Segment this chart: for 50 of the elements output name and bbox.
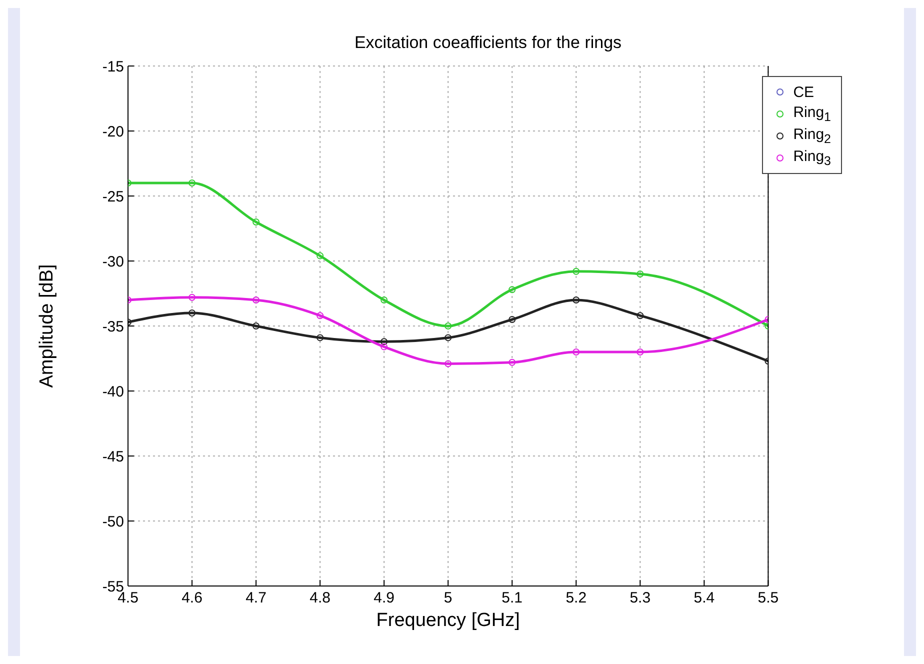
point [316, 252, 324, 260]
x-axis-title: Frequency [GHz] [376, 610, 520, 631]
point [572, 268, 580, 275]
x-tick-label: 5.4 [694, 590, 715, 607]
point [572, 296, 580, 304]
legend-label: CE [793, 84, 814, 100]
y-tick-label: -40 [102, 383, 124, 400]
point [380, 296, 388, 304]
x-tick-label: 5.1 [502, 590, 523, 607]
legend-label: Ring$_{2}$ [793, 126, 831, 146]
point [636, 348, 644, 356]
point [188, 310, 196, 316]
point [316, 334, 324, 342]
y-tick-label: -45 [102, 448, 124, 466]
x-tick-label: 5.2 [566, 590, 587, 607]
point [636, 312, 644, 320]
point [508, 286, 516, 294]
y-tick-label: -35 [102, 318, 124, 336]
point [636, 270, 644, 278]
point [252, 296, 260, 304]
point [188, 180, 196, 186]
point [444, 360, 452, 368]
x-tick-label: 4.7 [246, 590, 266, 607]
point [444, 334, 452, 342]
point [508, 316, 516, 323]
y-tick-label: -30 [102, 253, 124, 270]
x-tick-label: 4.6 [182, 590, 202, 607]
x-tick-label: 4.8 [310, 590, 330, 607]
x-tick-label: 5.3 [630, 590, 651, 607]
y-tick-label: -20 [102, 123, 124, 140]
point [316, 312, 324, 320]
x-tick-label: 5.5 [758, 590, 779, 607]
point [444, 322, 452, 330]
chart-title: Excitation coeafficients for the rings [354, 33, 622, 52]
legend-label: Ring$_{1}$ [793, 104, 831, 124]
y-tick-label: -15 [102, 58, 124, 76]
point [188, 294, 196, 301]
point [252, 218, 260, 226]
y-tick-label: -50 [102, 513, 124, 530]
point [380, 343, 388, 350]
y-axis-title: Amplitude [dB] [36, 264, 58, 388]
point [252, 322, 260, 330]
legend-label: Ring$_{3}$ [793, 148, 831, 168]
y-tick-label: -25 [102, 188, 124, 206]
x-tick-label: 4.9 [374, 590, 395, 607]
x-tick-label: 5 [444, 590, 452, 607]
point [508, 358, 516, 366]
point [572, 348, 580, 356]
point [380, 338, 388, 346]
line-series [128, 180, 768, 330]
